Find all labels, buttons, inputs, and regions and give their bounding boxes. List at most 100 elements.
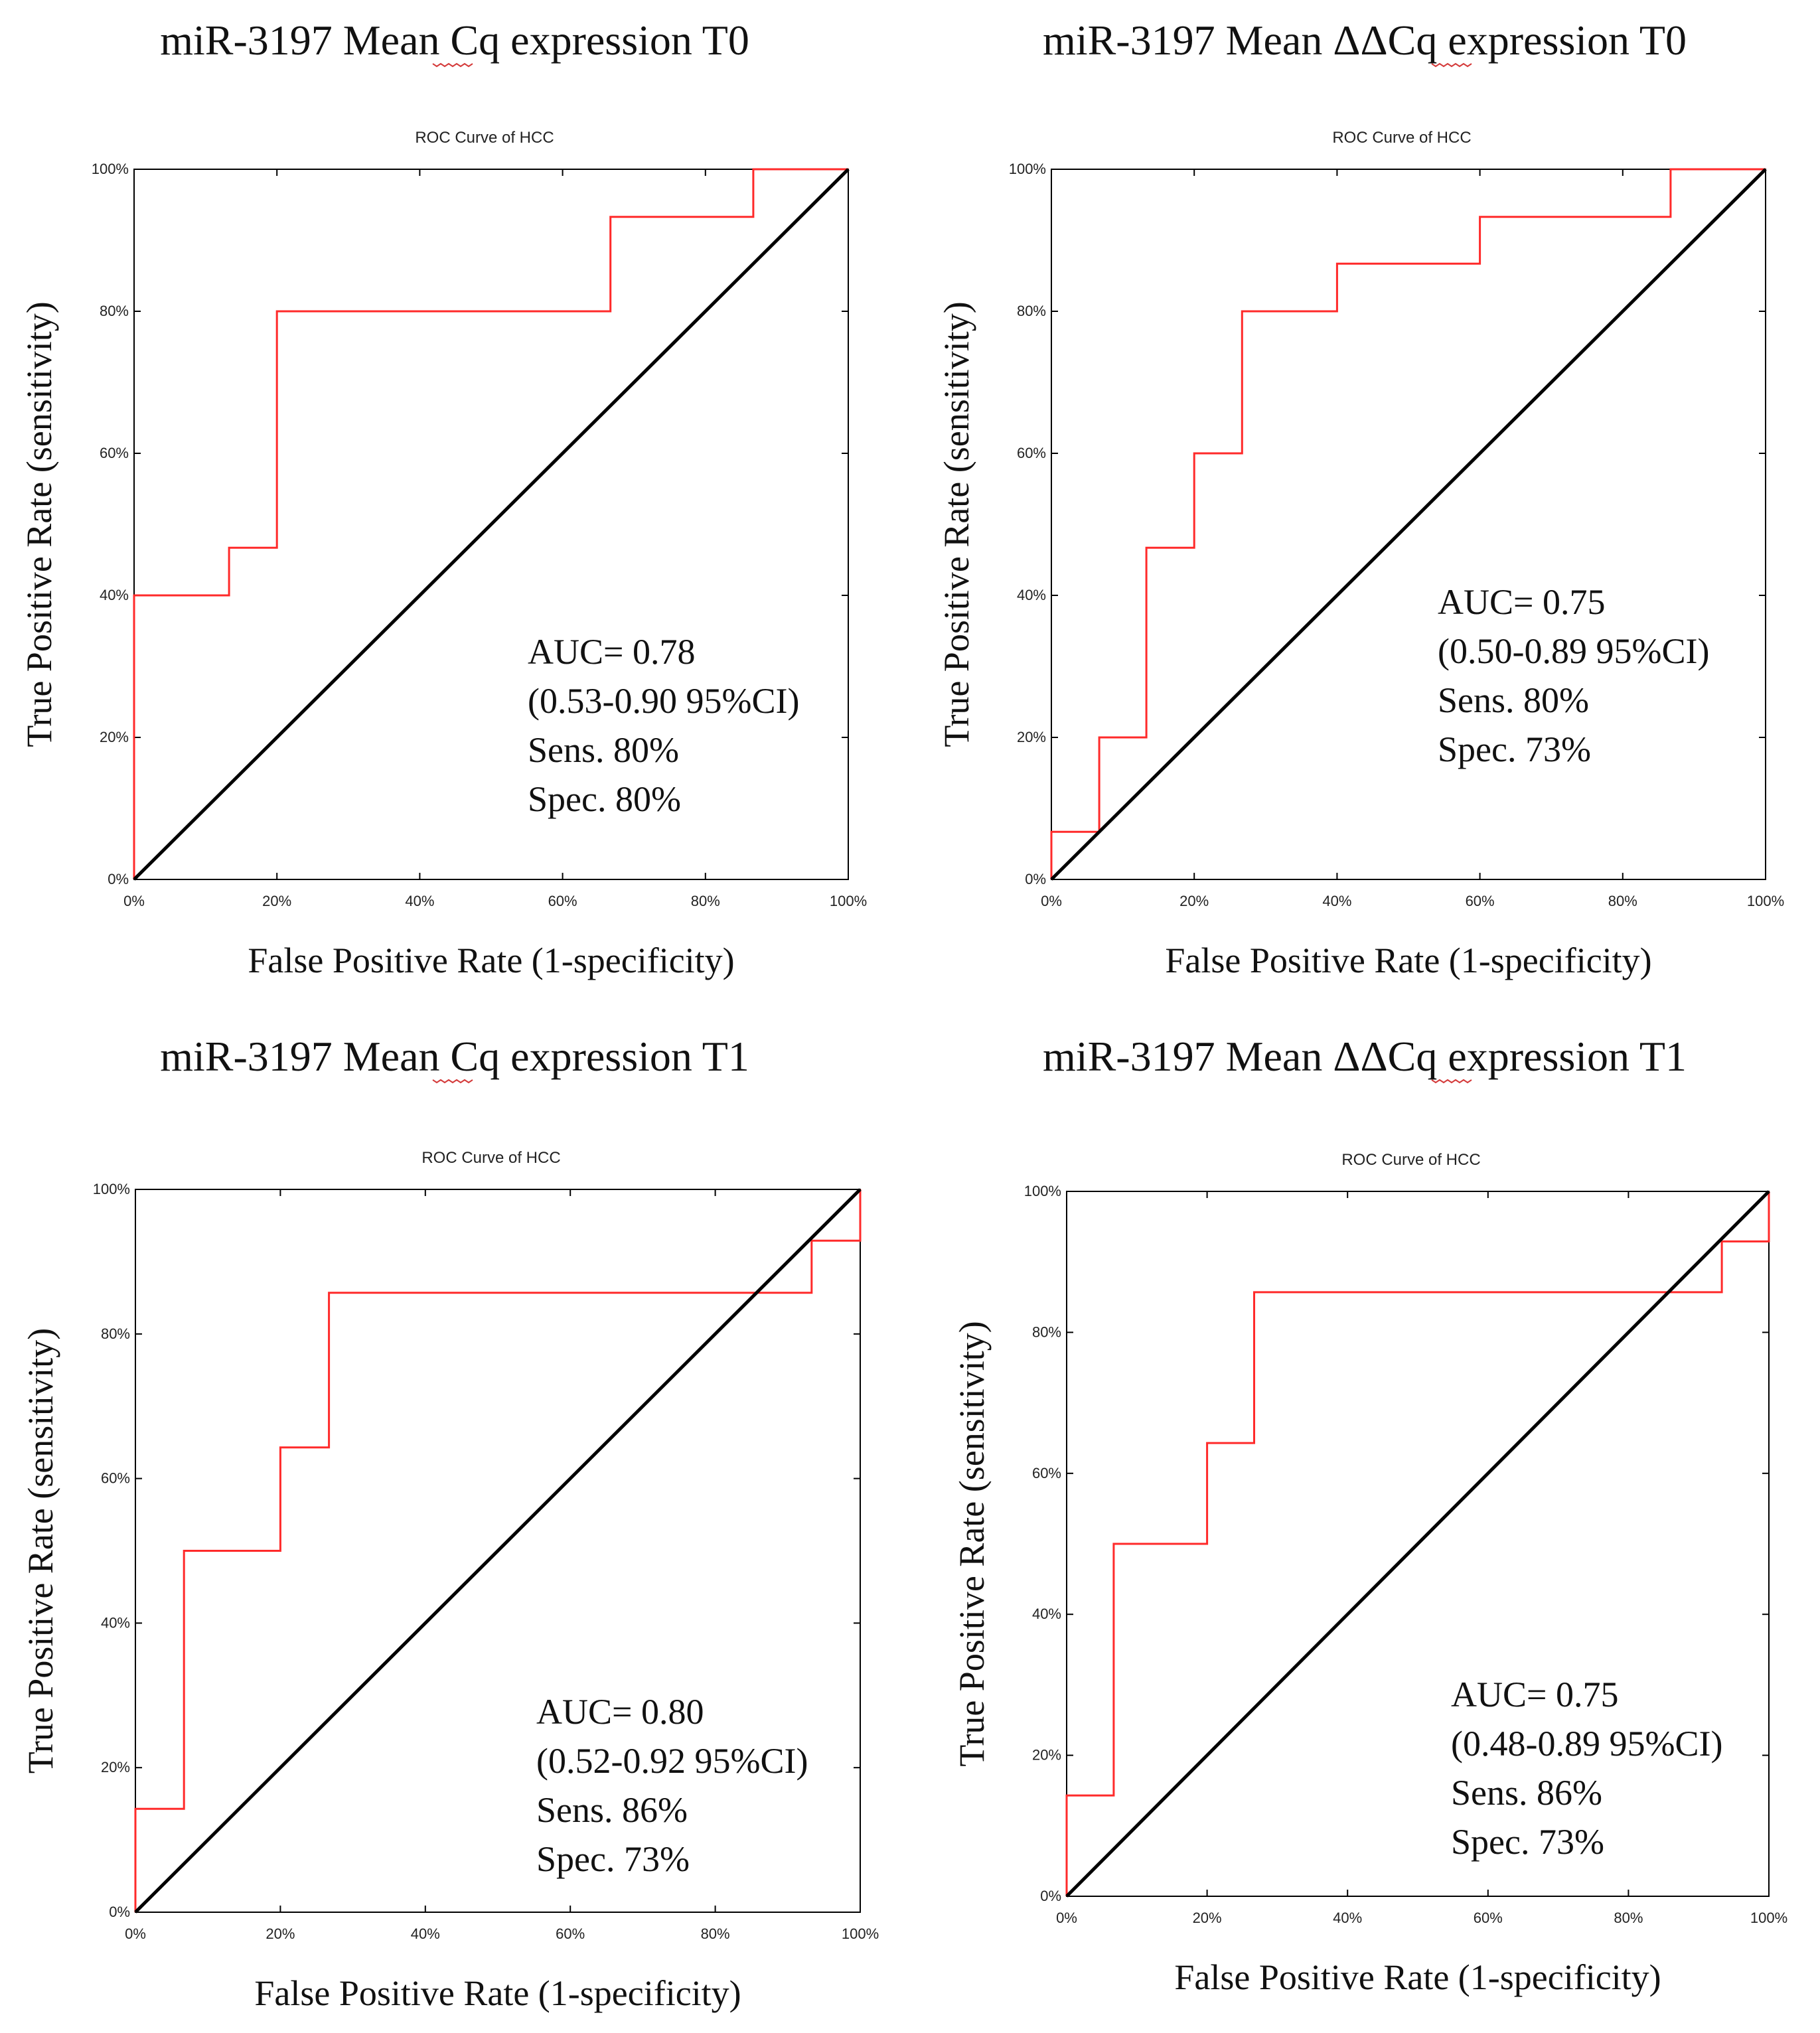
x-tick-label: 60% (548, 893, 577, 909)
y-tick-label: 20% (101, 1759, 130, 1775)
x-tick-label: 80% (691, 893, 720, 909)
y-tick-label: 100% (93, 1181, 130, 1197)
y-axis-label: True Positive Rate (sensitivity) (937, 301, 976, 747)
y-tick-label: 40% (1032, 1606, 1061, 1622)
chart-heading: miR-3197 Mean Cq expression T1 (160, 1033, 749, 1080)
plot-frame (1051, 169, 1766, 880)
x-tick-label: 20% (1179, 893, 1209, 909)
annotation-line: Sens. 86% (536, 1790, 688, 1830)
y-axis-label: True Positive Rate (sensitivity) (21, 1328, 60, 1774)
roc-chart-ddcq-t0: miR-3197 Mean ΔΔCq expression T0 ROC Curv… (937, 17, 1784, 980)
x-tick-label: 80% (1614, 1910, 1643, 1926)
plot-frame (135, 1189, 861, 1913)
y-axis-label: True Positive Rate (sensitivity) (19, 301, 59, 747)
annotation-line: Sens. 86% (1451, 1773, 1602, 1813)
annotation-line: AUC= 0.80 (536, 1692, 704, 1732)
x-axis-label: False Positive Rate (1-specificity) (1165, 941, 1651, 980)
annotation-line: (0.53-0.90 95%CI) (528, 681, 799, 721)
roc-chart-cq-t0: miR-3197 Mean Cq expression T0 ROC Curve … (19, 17, 867, 980)
chart-heading: miR-3197 Mean Cq expression T0 (160, 17, 749, 64)
x-tick-label: 0% (1056, 1910, 1077, 1926)
x-tick-label: 20% (1193, 1910, 1222, 1926)
spellcheck-underline (1431, 62, 1472, 68)
x-axis-label: False Positive Rate (1-specificity) (248, 941, 734, 980)
x-tick-label: 60% (1474, 1910, 1503, 1926)
x-tick-label: 20% (265, 1925, 295, 1942)
y-tick-label: 60% (1017, 445, 1046, 461)
roc-curve-line (133, 168, 848, 879)
chart-subtitle: ROC Curve of HCC (1332, 129, 1471, 147)
x-tick-label: 40% (1322, 893, 1351, 909)
annotation-line: Spec. 80% (528, 779, 681, 819)
roc-curve-line (1065, 1191, 1770, 1896)
plot-frame (133, 169, 849, 880)
roc-panel-ddcq-t0: miR-3197 Mean ΔΔCq expression T0 ROC Curv… (910, 0, 1820, 1016)
x-tick-label: 100% (842, 1925, 879, 1942)
annotation-line: Spec. 73% (1438, 729, 1591, 769)
y-tick-label: 20% (1032, 1747, 1061, 1764)
annotation-line: Spec. 73% (536, 1839, 690, 1879)
roc-curve-line (1050, 168, 1766, 879)
annotation-line: AUC= 0.78 (528, 632, 695, 672)
annotation-line: (0.48-0.89 95%CI) (1451, 1724, 1722, 1764)
roc-panel-cq-t0: miR-3197 Mean Cq expression T0 ROC Curve … (0, 0, 910, 1016)
chart-subtitle: ROC Curve of HCC (415, 129, 554, 147)
y-tick-label: 40% (100, 587, 129, 603)
x-tick-label: 100% (1747, 893, 1784, 909)
y-tick-label: 0% (1040, 1888, 1061, 1904)
y-axis-label: True Positive Rate (sensitivity) (952, 1321, 992, 1767)
x-tick-label: 60% (1466, 893, 1495, 909)
reference-diagonal-line (134, 1188, 862, 1914)
x-tick-label: 40% (1333, 1910, 1362, 1926)
x-tick-label: 80% (1608, 893, 1637, 909)
y-tick-label: 0% (108, 871, 129, 887)
x-tick-label: 80% (701, 1925, 730, 1942)
roc-panel-cq-t1: miR-3197 Mean Cq expression T1 ROC Curve … (0, 1016, 910, 2032)
spellcheck-underline (432, 62, 473, 68)
x-tick-label: 0% (1041, 893, 1062, 909)
y-tick-label: 60% (1032, 1465, 1061, 1481)
x-axis-label: False Positive Rate (1-specificity) (1174, 1957, 1661, 1997)
x-tick-label: 100% (1750, 1910, 1787, 1926)
x-tick-label: 20% (262, 893, 291, 909)
reference-diagonal-line (133, 168, 850, 881)
roc-panel-ddcq-t1: miR-3197 Mean ΔΔCq expression T1 ROC Curv… (910, 1016, 1820, 2032)
chart-heading: miR-3197 Mean ΔΔCq expression T0 (1043, 17, 1687, 64)
roc-chart-cq-t1: miR-3197 Mean Cq expression T1 ROC Curve … (21, 1033, 879, 2013)
chart-subtitle: ROC Curve of HCC (421, 1149, 560, 1167)
annotation-line: Spec. 73% (1451, 1822, 1604, 1862)
annotation-line: AUC= 0.75 (1438, 582, 1605, 622)
x-axis-label: False Positive Rate (1-specificity) (254, 1973, 741, 2013)
y-tick-label: 100% (1024, 1183, 1061, 1199)
plot-frame (1066, 1191, 1770, 1897)
reference-diagonal-line (1065, 1190, 1770, 1898)
roc-chart-ddcq-t1: miR-3197 Mean ΔΔCq expression T1 ROC Curv… (952, 1033, 1787, 1997)
x-tick-label: 40% (405, 893, 434, 909)
chart-subtitle: ROC Curve of HCC (1341, 1151, 1480, 1169)
y-tick-label: 80% (100, 303, 129, 319)
reference-diagonal-line (1050, 168, 1767, 881)
y-tick-label: 60% (100, 445, 129, 461)
spellcheck-underline (432, 1079, 473, 1084)
y-tick-label: 20% (100, 729, 129, 745)
x-tick-label: 40% (411, 1925, 440, 1942)
y-tick-label: 80% (1032, 1323, 1061, 1340)
y-tick-label: 100% (92, 161, 129, 177)
y-tick-label: 0% (1025, 871, 1046, 887)
y-tick-label: 80% (101, 1325, 130, 1342)
y-tick-label: 20% (1017, 729, 1046, 745)
y-tick-label: 0% (109, 1904, 130, 1920)
x-tick-label: 0% (125, 1925, 146, 1942)
annotation-line: (0.52-0.92 95%CI) (536, 1741, 808, 1781)
roc-curve-line (134, 1189, 862, 1912)
y-tick-label: 60% (101, 1470, 130, 1487)
chart-heading: miR-3197 Mean ΔΔCq expression T1 (1043, 1033, 1687, 1080)
x-tick-label: 60% (556, 1925, 585, 1942)
annotation-line: Sens. 80% (1438, 680, 1589, 720)
annotation-line: AUC= 0.75 (1451, 1675, 1618, 1714)
y-tick-label: 40% (1017, 587, 1046, 603)
y-tick-label: 40% (101, 1614, 130, 1631)
y-tick-label: 100% (1009, 161, 1046, 177)
annotation-line: (0.50-0.89 95%CI) (1438, 631, 1709, 671)
annotation-line: Sens. 80% (528, 730, 679, 770)
